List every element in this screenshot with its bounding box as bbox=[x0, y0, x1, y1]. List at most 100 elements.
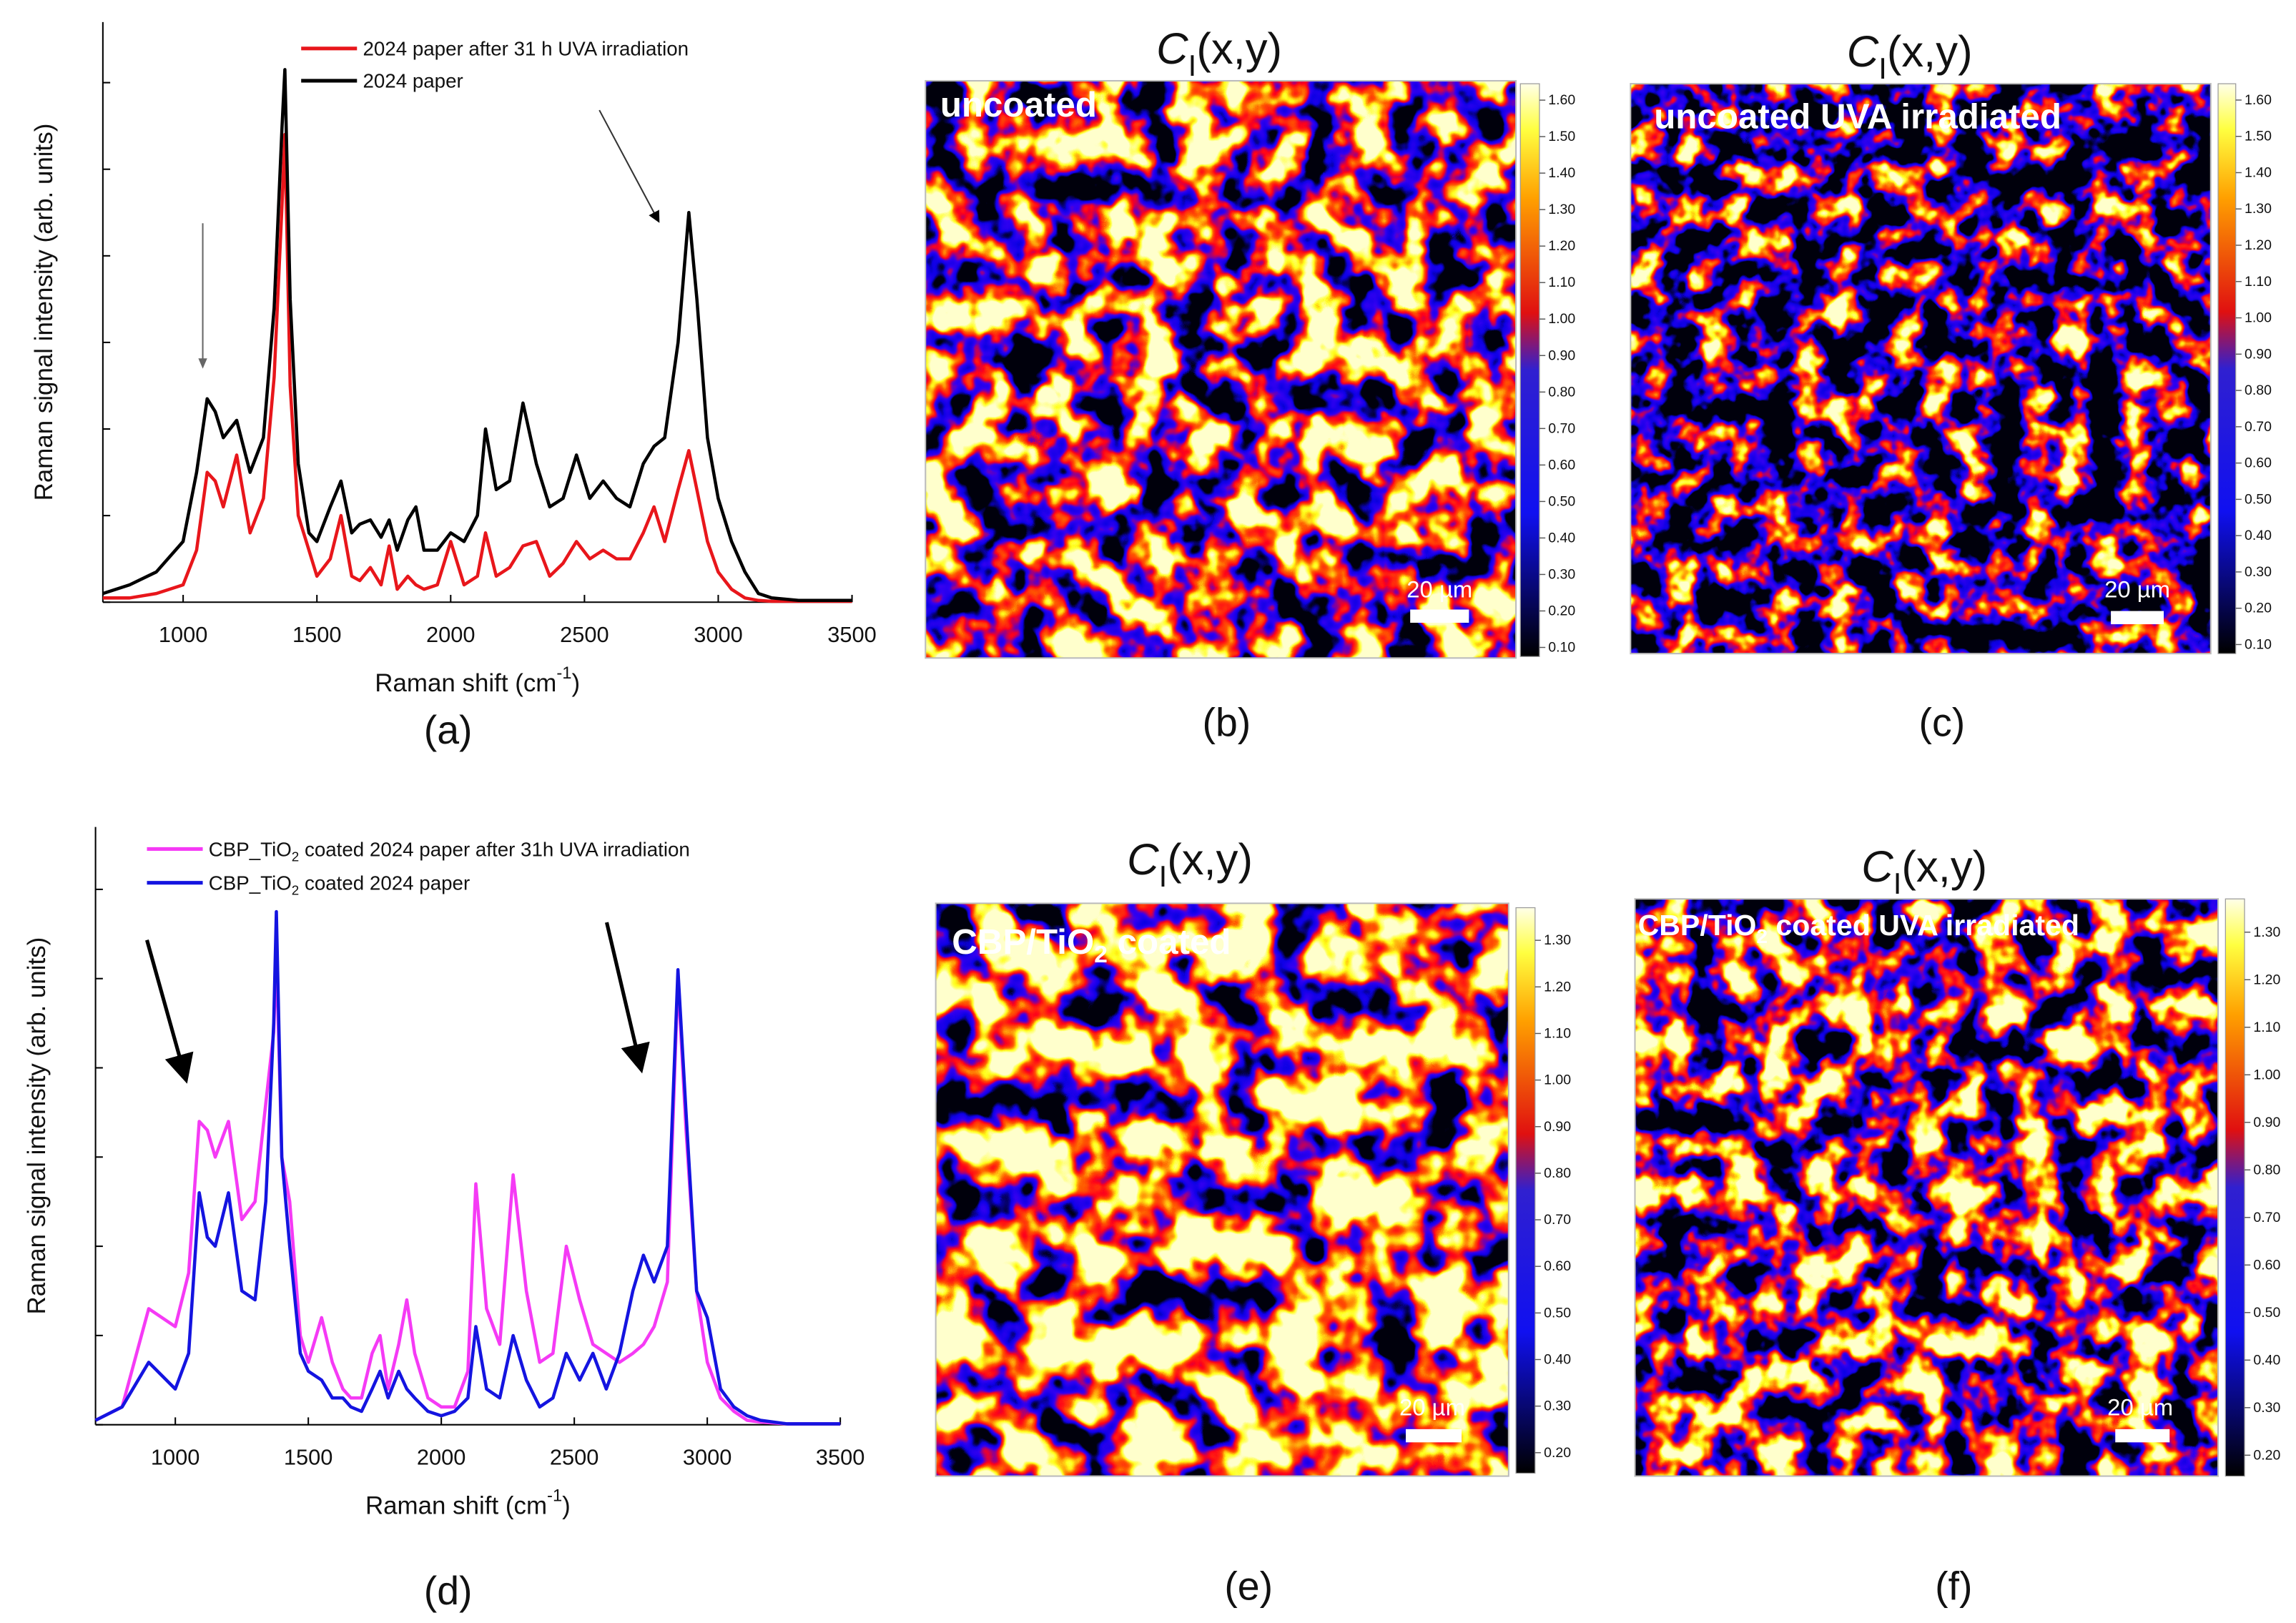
scale-bar-label: 20 µm bbox=[1399, 1394, 1465, 1421]
arrow bbox=[598, 109, 660, 223]
panel-label: (e) bbox=[1224, 1564, 1273, 1609]
colorbar-tick-label: 0.50 bbox=[2245, 491, 2272, 507]
legend-label: 2024 paper bbox=[363, 69, 463, 92]
panel-label: (c) bbox=[1919, 701, 1966, 745]
colorbar-tick-label: 0.80 bbox=[2253, 1162, 2280, 1178]
map-label: uncoated bbox=[940, 84, 1097, 124]
x-tick-label: 2000 bbox=[417, 1444, 466, 1469]
colorbar-tick-label: 1.20 bbox=[2245, 237, 2272, 253]
colorbar-tick-label: 0.60 bbox=[1548, 457, 1575, 473]
colorbar-tick-label: 0.30 bbox=[2245, 564, 2272, 580]
map-title: CI(x,y) bbox=[1156, 24, 1282, 82]
map-title-part: C bbox=[1847, 26, 1879, 76]
heatmap-frame bbox=[1634, 898, 2219, 1477]
colorbar-tick-label: 0.70 bbox=[1544, 1212, 1571, 1228]
map-title-part: C bbox=[1156, 24, 1188, 73]
colorbar-tick-label: 1.50 bbox=[2245, 129, 2272, 144]
colorbar-tick-label: 0.40 bbox=[2245, 528, 2272, 543]
heatmap-frame bbox=[1630, 83, 2212, 655]
colorbar-tick-label: 0.10 bbox=[2245, 636, 2272, 652]
map-label-part: coated bbox=[1108, 922, 1231, 961]
colorbar-tick-label: 1.20 bbox=[1548, 238, 1575, 254]
colorbar-tick-label: 0.60 bbox=[2245, 455, 2272, 471]
scale-bar-label: 20 µm bbox=[2104, 576, 2170, 602]
x-axis-label-part: ) bbox=[572, 669, 581, 697]
spectrum-line bbox=[102, 68, 852, 603]
colorbar-tick-label: 1.00 bbox=[1544, 1072, 1571, 1088]
heatmap-image bbox=[925, 80, 1517, 658]
legend-label-part: coated 2024 paper bbox=[299, 872, 470, 894]
colorbar-tick-label: 0.80 bbox=[2245, 383, 2272, 398]
legend-label-part: coated 2024 paper after 31h UVA irradiat… bbox=[299, 838, 690, 860]
colorbar-tick-label: 0.20 bbox=[2253, 1447, 2280, 1463]
legend-label-part: 2 bbox=[292, 849, 299, 864]
colorbar-tick-label: 0.20 bbox=[1544, 1445, 1571, 1461]
colorbar-tick-label: 1.10 bbox=[2253, 1020, 2280, 1035]
scale-bar-label: 20 µm bbox=[2107, 1394, 2173, 1421]
x-tick-label: 1500 bbox=[292, 622, 342, 647]
panel-label: (b) bbox=[1203, 701, 1251, 745]
x-axis-label-part: -1 bbox=[547, 1487, 562, 1506]
heatmap-image bbox=[1630, 84, 2211, 654]
colorbar-tick-label: 0.50 bbox=[2253, 1305, 2280, 1321]
colorbar-tick-label: 1.60 bbox=[1548, 92, 1575, 108]
heatmap-frame bbox=[925, 79, 1517, 659]
map-label: CBP/TiO2 coated bbox=[952, 922, 1231, 968]
colorbar-tick-label: 1.30 bbox=[2253, 924, 2280, 940]
colorbar-tick-label: 1.40 bbox=[1548, 165, 1575, 181]
x-axis-label-part: -1 bbox=[556, 664, 571, 683]
map-title-part: I bbox=[1188, 49, 1197, 82]
colorbar-tick-label: 0.10 bbox=[1548, 640, 1575, 656]
map-title-part: (x,y) bbox=[1901, 842, 1987, 892]
colorbar-tick-label: 0.70 bbox=[2245, 419, 2272, 435]
legend-label: 2024 paper after 31 h UVA irradiation bbox=[363, 37, 689, 59]
arrow bbox=[145, 939, 194, 1084]
map-title: CI(x,y) bbox=[1127, 834, 1253, 892]
map-label-part: 2 bbox=[1094, 942, 1108, 968]
colorbar bbox=[2217, 83, 2237, 654]
colorbar-tick-label: 0.70 bbox=[1548, 420, 1575, 436]
map-title-part: I bbox=[1159, 859, 1168, 893]
x-tick-label: 3500 bbox=[816, 1444, 865, 1469]
map-title-part: (x,y) bbox=[1167, 834, 1253, 884]
map-title-part: (x,y) bbox=[1887, 26, 1973, 76]
x-axis-label-part: Raman shift (cm bbox=[365, 1491, 547, 1519]
x-tick-label: 1000 bbox=[151, 1444, 200, 1469]
map-label: uncoated UVA irradiated bbox=[1654, 97, 2061, 136]
map-label: CBP/TiO2 coated UVA irradiated bbox=[1638, 909, 2079, 947]
y-axis-label: Raman signal intensity (arb. units) bbox=[30, 124, 58, 501]
colorbar-tick-label: 0.40 bbox=[1548, 530, 1575, 546]
colorbar-tick-label: 0.70 bbox=[2253, 1210, 2280, 1225]
colorbar-tick-label: 0.50 bbox=[1548, 493, 1575, 509]
legend-label-part: CBP_TiO bbox=[209, 838, 292, 860]
map-label-part: 2 bbox=[1756, 925, 1768, 947]
map-title: CI(x,y) bbox=[1847, 26, 1973, 85]
x-axis-label-part: Raman shift (cm bbox=[375, 669, 556, 697]
heatmap-frame bbox=[935, 902, 1509, 1477]
legend-label: CBP_TiO2 coated 2024 paper bbox=[209, 872, 470, 898]
map-label-part: coated UVA irradiated bbox=[1768, 909, 2079, 942]
colorbar-tick-label: 0.90 bbox=[1544, 1119, 1571, 1135]
colorbar-tick-label: 1.10 bbox=[1544, 1025, 1571, 1041]
colorbar-tick-label: 0.30 bbox=[1548, 566, 1575, 582]
panel-label: (a) bbox=[424, 708, 473, 752]
legend-label: CBP_TiO2 coated 2024 paper after 31h UVA… bbox=[209, 838, 690, 864]
colorbar-tick-label: 0.60 bbox=[1544, 1258, 1571, 1274]
colorbar-tick-label: 1.30 bbox=[1544, 932, 1571, 948]
x-axis-label: Raman shift (cm-1) bbox=[365, 1487, 571, 1520]
map-label-part: CBP/TiO bbox=[952, 922, 1094, 961]
map-title-part: I bbox=[1878, 51, 1887, 85]
colorbar-tick-label: 1.40 bbox=[2245, 164, 2272, 180]
colorbar bbox=[2224, 898, 2245, 1477]
colorbar-tick-label: 0.90 bbox=[2253, 1115, 2280, 1130]
colorbar-tick-label: 1.10 bbox=[2245, 274, 2272, 290]
x-tick-label: 2500 bbox=[560, 622, 609, 647]
map-title-part: I bbox=[1893, 867, 1902, 900]
y-axis-label: Raman signal intensity (arb. units) bbox=[23, 937, 51, 1315]
x-tick-label: 2500 bbox=[550, 1444, 599, 1469]
colorbar-tick-label: 0.60 bbox=[2253, 1257, 2280, 1273]
x-tick-label: 1000 bbox=[159, 622, 208, 647]
colorbar-tick-label: 1.30 bbox=[2245, 201, 2272, 217]
x-tick-label: 3500 bbox=[827, 622, 877, 647]
